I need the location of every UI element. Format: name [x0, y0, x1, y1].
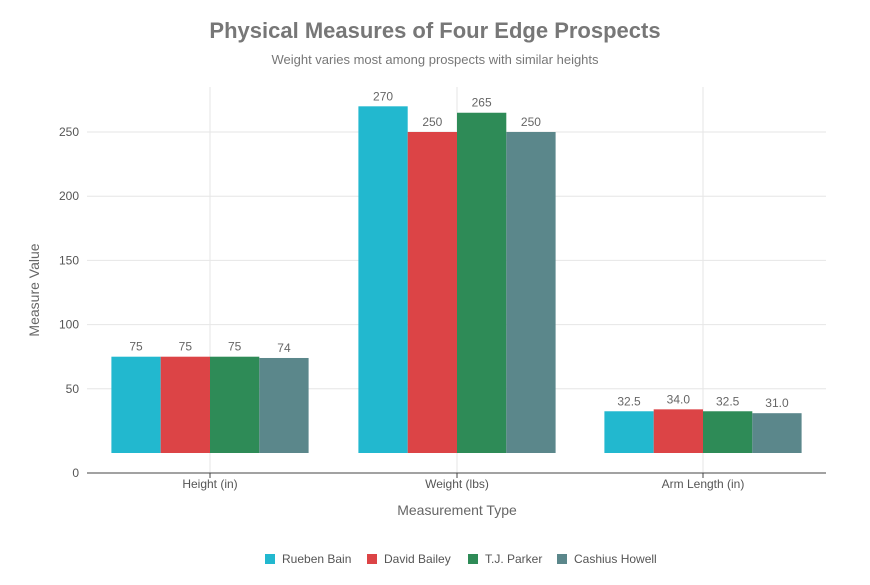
data-label: 250 [521, 115, 541, 129]
bar [506, 132, 556, 453]
y-tick-label: 250 [59, 125, 79, 139]
y-tick-label: 50 [66, 382, 80, 396]
bars-layer [111, 106, 802, 454]
legend-label: Cashius Howell [574, 552, 657, 566]
x-tick-label: Weight (lbs) [425, 477, 489, 491]
bar [653, 409, 703, 453]
bar [160, 356, 210, 453]
y-tick-label: 0 [72, 466, 79, 480]
legend-item[interactable]: T.J. Parker [468, 552, 542, 566]
chart-subtitle: Weight varies most among prospects with … [271, 52, 599, 67]
bar [111, 356, 161, 453]
data-label: 31.0 [765, 396, 789, 410]
bar [604, 411, 654, 453]
y-tick-label: 200 [59, 189, 79, 203]
bar [358, 106, 408, 453]
legend-label: T.J. Parker [485, 552, 542, 566]
data-label: 32.5 [617, 394, 641, 408]
y-axis-title: Measure Value [26, 243, 42, 336]
x-tick-label: Height (in) [182, 477, 237, 491]
data-label: 32.5 [716, 394, 740, 408]
legend-label: Rueben Bain [282, 552, 351, 566]
legend-swatch [367, 554, 377, 564]
legend-item[interactable]: Rueben Bain [265, 552, 351, 566]
data-label: 270 [373, 89, 393, 103]
legend-label: David Bailey [384, 552, 451, 566]
y-tick-label: 150 [59, 253, 79, 267]
bar [407, 132, 457, 453]
data-label: 75 [129, 340, 143, 354]
data-label: 75 [179, 340, 193, 354]
data-labels-layer: 75 270 32.5 75 250 34.0 75 265 32.5 74 250 31.0 [129, 89, 789, 410]
data-label: 74 [277, 341, 291, 355]
data-label: 75 [228, 340, 242, 354]
chart-title: Physical Measures of Four Edge Prospects [209, 18, 660, 43]
axis-layer: 0 50 100 150 250 200 Height (in) Weight (lbs) Ar… [59, 125, 826, 491]
y-tick-label: 100 [59, 318, 79, 332]
legend: Rueben Bain David Bailey T.J. Parker Cashiu… [265, 552, 657, 566]
x-tick-label: Arm Length (in) [662, 477, 745, 491]
bar [259, 357, 309, 453]
bar [752, 413, 802, 453]
data-label: 34.0 [667, 392, 691, 406]
legend-item[interactable]: Cashius Howell [557, 552, 657, 566]
legend-item[interactable]: David Bailey [367, 552, 451, 566]
data-label: 250 [422, 115, 442, 129]
legend-swatch [557, 554, 567, 564]
data-label: 265 [472, 96, 492, 110]
x-axis-title: Measurement Type [397, 502, 517, 518]
legend-swatch [468, 554, 478, 564]
bar [703, 411, 753, 453]
legend-swatch [265, 554, 275, 564]
bar [457, 112, 507, 454]
bar [210, 356, 260, 453]
